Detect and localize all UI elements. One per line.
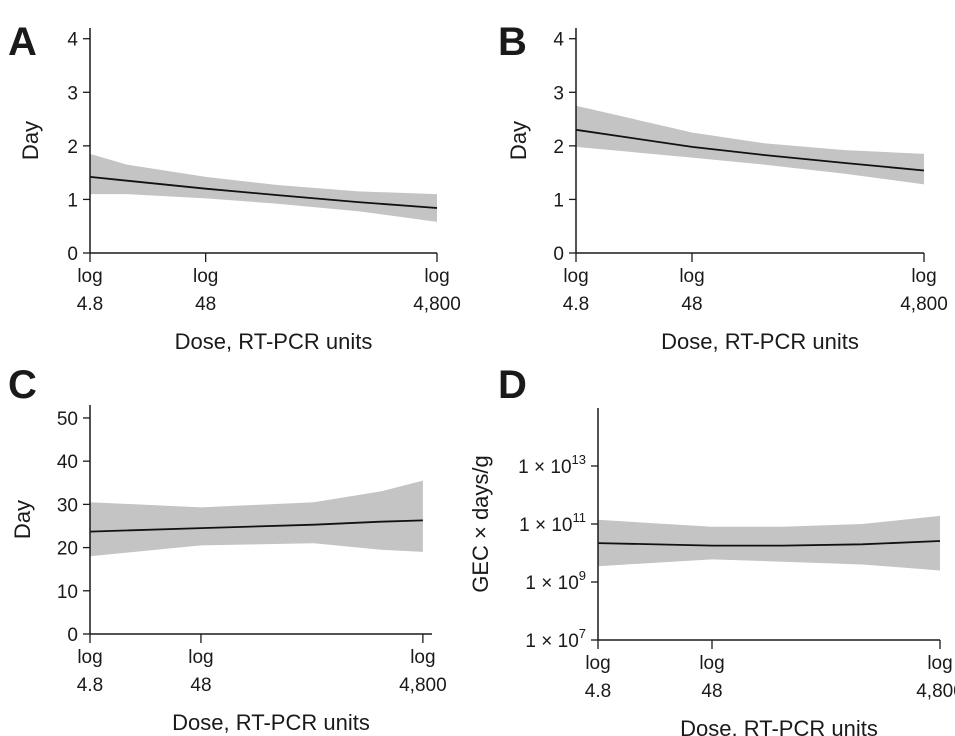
x-tick-label-line2: 48 (681, 294, 702, 315)
series-line (597, 540, 941, 547)
panel-b: B 0 1 2 3 4 log 4.8 log 48 log 4,800 Dose, RT-PCR un… (498, 20, 948, 354)
y-tick-label: 2 (67, 137, 78, 158)
y-tick-label: 30 (57, 495, 78, 516)
y-tick-label-exponent: 11 (573, 510, 587, 525)
confidence-band (90, 480, 423, 557)
y-tick-label-base: 1 × 10 (519, 515, 572, 536)
y-tick-label: 4 (553, 30, 564, 51)
y-tick-label: 1 × 1013 (518, 452, 586, 478)
x-tick-label-line1: log (77, 266, 102, 287)
x-axis-title: Dose, RT-PCR units (172, 710, 370, 735)
y-tick-label-base: 1 × 10 (518, 457, 571, 478)
x-axis-title: Dose, RT-PCR units (175, 329, 373, 354)
panel-c: C 0 10 20 30 40 50 log 4.8 log 48 log 4,800 Dose, RT-… (8, 363, 447, 735)
panel-letter: A (8, 20, 37, 64)
y-axis-title: Day (18, 121, 43, 160)
x-tick-label-line2: 4.8 (585, 681, 611, 702)
x-tick-label-line2: 4.8 (77, 675, 103, 696)
y-tick-label: 1 × 109 (525, 568, 586, 594)
x-tick-label-line2: 48 (190, 675, 211, 696)
y-tick-label: 2 (553, 137, 564, 158)
x-tick-label-line2: 4,800 (900, 294, 948, 315)
x-tick-label-line1: log (188, 647, 213, 668)
x-tick-label-line2: 4,800 (399, 675, 447, 696)
panel-letter: B (498, 20, 527, 64)
y-tick-label: 40 (57, 452, 78, 473)
x-tick-label-line1: log (699, 653, 724, 674)
y-tick-label: 3 (553, 83, 564, 104)
series-line (575, 128, 925, 172)
y-tick-label-exponent: 13 (572, 452, 586, 467)
y-axis-title: GEC × days/g (468, 455, 493, 593)
y-tick-label: 1 × 1011 (519, 510, 586, 536)
panel-letter: D (498, 363, 527, 407)
series-line (89, 176, 438, 209)
y-tick-label: 1 × 107 (525, 626, 586, 652)
y-tick-label-base: 1 × 10 (525, 573, 578, 594)
y-tick-label: 4 (67, 30, 78, 51)
y-tick-label: 0 (67, 244, 78, 265)
y-tick-label-base: 1 × 10 (525, 631, 578, 652)
y-axis-title: Day (506, 121, 531, 160)
confidence-band (576, 105, 924, 185)
x-tick-label-line1: log (911, 266, 936, 287)
x-axis-title: Dose, RT-PCR units (661, 329, 859, 354)
confidence-band (90, 153, 437, 222)
y-tick-label: 0 (553, 244, 564, 265)
y-tick-label: 20 (57, 539, 78, 560)
x-tick-label-line1: log (585, 653, 610, 674)
panel-a: A 0 1 2 3 4 log 4.8 log 48 log 4,800 Dose, RT-PCR un… (8, 20, 461, 354)
y-tick-label: 1 (67, 190, 78, 211)
y-tick-label-exponent: 9 (579, 568, 586, 583)
x-tick-label-line1: log (563, 266, 588, 287)
x-tick-label-line2: 4.8 (563, 294, 589, 315)
y-tick-label: 10 (57, 582, 78, 603)
x-tick-label-line2: 4,800 (413, 294, 461, 315)
x-tick-label-line2: 4.8 (77, 294, 103, 315)
x-tick-label-line1: log (77, 647, 102, 668)
y-tick-label: 50 (57, 409, 78, 430)
x-tick-label-line2: 48 (701, 681, 722, 702)
x-tick-label-line1: log (679, 266, 704, 287)
y-axis-title: Day (10, 500, 35, 539)
y-tick-label-exponent: 7 (579, 626, 586, 641)
x-tick-label-line2: 48 (195, 294, 216, 315)
x-tick-label-line1: log (410, 647, 435, 668)
x-tick-label-line1: log (927, 653, 952, 674)
x-tick-label-line1: log (424, 266, 449, 287)
x-tick-label-line2: 4,800 (916, 681, 955, 702)
y-tick-label: 1 (553, 190, 564, 211)
series-line (89, 519, 423, 533)
x-tick-label-line1: log (193, 266, 218, 287)
panel-letter: C (8, 363, 37, 407)
confidence-band (598, 515, 940, 571)
y-tick-label: 3 (67, 83, 78, 104)
x-axis-title: Dose, RT-PCR units (680, 716, 878, 736)
y-tick-label: 0 (67, 625, 78, 646)
